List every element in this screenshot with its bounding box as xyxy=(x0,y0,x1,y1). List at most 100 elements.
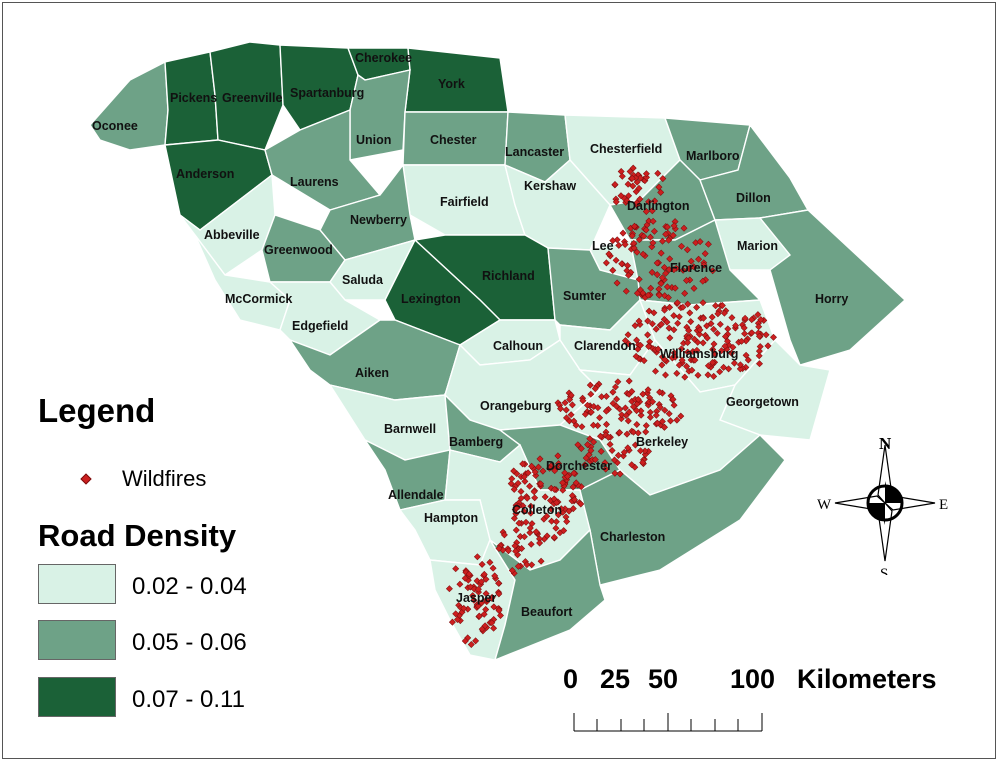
wildfire-point xyxy=(520,473,528,481)
county-label-oconee: Oconee xyxy=(92,119,138,133)
wildfire-point xyxy=(572,479,580,487)
wildfire-point xyxy=(681,373,689,381)
wildfire-point xyxy=(623,197,631,205)
wildfire-point xyxy=(650,309,658,317)
wildfire-point xyxy=(770,333,777,341)
wildfire-point xyxy=(740,324,748,332)
wildfire-point xyxy=(671,353,679,361)
wildfire-point xyxy=(684,348,692,356)
wildfire-point xyxy=(708,313,716,321)
wildfire-point xyxy=(570,417,578,425)
wildfire-point xyxy=(587,447,595,454)
wildfire-point xyxy=(755,352,763,360)
wildfire-point xyxy=(655,183,663,191)
wildfire-point xyxy=(644,386,652,394)
wildfire-point xyxy=(559,486,567,494)
wildfire-point xyxy=(666,334,674,342)
wildfire-point xyxy=(465,570,473,578)
wildfire-point xyxy=(678,242,685,250)
wildfire-point xyxy=(738,337,746,345)
wildfire-point xyxy=(713,329,721,337)
county-label-allendale: Allendale xyxy=(388,488,444,502)
wildfire-point xyxy=(644,331,652,339)
wildfire-point xyxy=(539,467,547,475)
wildfire-point xyxy=(657,320,665,328)
wildfire-point xyxy=(602,259,610,267)
scale-label-50: 50 xyxy=(648,664,679,694)
wildfire-point xyxy=(700,261,708,269)
wildfire-point xyxy=(652,325,660,333)
wildfire-point xyxy=(586,381,594,389)
wildfire-point xyxy=(536,535,543,543)
wildfire-point xyxy=(757,316,765,324)
wildfire-point xyxy=(742,337,750,345)
wildfire-point xyxy=(605,250,613,258)
wildfire-point xyxy=(693,303,701,311)
wildfire-point xyxy=(659,237,666,245)
wildfire-point xyxy=(482,606,490,613)
wildfire-point xyxy=(625,192,633,200)
wildfire-point xyxy=(639,459,647,466)
wildfire-point xyxy=(531,468,539,476)
wildfire-point xyxy=(645,217,653,225)
wildfire-point xyxy=(537,557,545,565)
wildfire-point xyxy=(685,334,693,342)
wildfire-point xyxy=(461,637,469,645)
wildfire-point xyxy=(609,266,617,274)
wildfire-point xyxy=(482,590,490,598)
wildfire-point xyxy=(601,459,609,467)
wildfire-point xyxy=(602,465,610,473)
wildfire-point xyxy=(683,362,691,370)
wildfire-point xyxy=(707,320,715,328)
wildfire-point xyxy=(495,590,503,598)
wildfire-point xyxy=(691,335,699,343)
wildfire-point xyxy=(477,578,485,586)
county-label-dillon: Dillon xyxy=(736,191,771,205)
wildfire-point xyxy=(520,508,528,515)
wildfire-point xyxy=(510,467,518,475)
wildfire-point xyxy=(625,377,633,385)
wildfire-point xyxy=(637,411,645,419)
wildfire-point xyxy=(690,263,698,271)
wildfire-point xyxy=(613,279,621,287)
wildfire-point xyxy=(616,470,624,478)
wildfire-point xyxy=(620,448,628,456)
county-label-horry: Horry xyxy=(815,292,848,306)
wildfire-point xyxy=(696,238,704,246)
wildfire-point xyxy=(516,533,524,540)
wildfire-point xyxy=(564,472,572,480)
wildfire-point xyxy=(617,415,625,423)
wildfire-point xyxy=(658,274,666,282)
wildfire-point xyxy=(685,327,693,334)
wildfire-point xyxy=(546,464,554,472)
wildfire-point xyxy=(472,637,480,645)
wildfire-point xyxy=(621,337,629,345)
wildfire-point xyxy=(470,596,478,604)
wildfire-point xyxy=(700,314,707,322)
wildfire-point xyxy=(632,352,640,360)
wildfire-point xyxy=(657,280,665,287)
scale-unit: Kilometers xyxy=(797,664,937,694)
wildfire-point xyxy=(666,303,674,311)
wildfire-point xyxy=(550,533,558,541)
wildfire-point xyxy=(524,469,532,477)
county-greenville xyxy=(209,41,284,151)
wildfire-point xyxy=(619,229,627,237)
wildfire-point xyxy=(711,350,719,358)
wildfire-point xyxy=(584,441,592,449)
wildfire-point xyxy=(563,414,570,422)
wildfire-point xyxy=(597,447,605,455)
county-label-pickens: Pickens xyxy=(170,91,217,105)
wildfire-point xyxy=(725,365,733,373)
county-label-anderson: Anderson xyxy=(176,167,234,181)
wildfire-point xyxy=(614,378,622,386)
swatch-class-3 xyxy=(38,677,116,717)
wildfire-point xyxy=(671,284,679,292)
county-label-beaufort: Beaufort xyxy=(521,605,573,619)
county-label-calhoun: Calhoun xyxy=(493,339,543,353)
wildfire-point xyxy=(649,217,657,225)
wildfire-point xyxy=(489,564,497,572)
wildfire-point xyxy=(756,343,764,351)
wildfire-point xyxy=(594,422,602,430)
